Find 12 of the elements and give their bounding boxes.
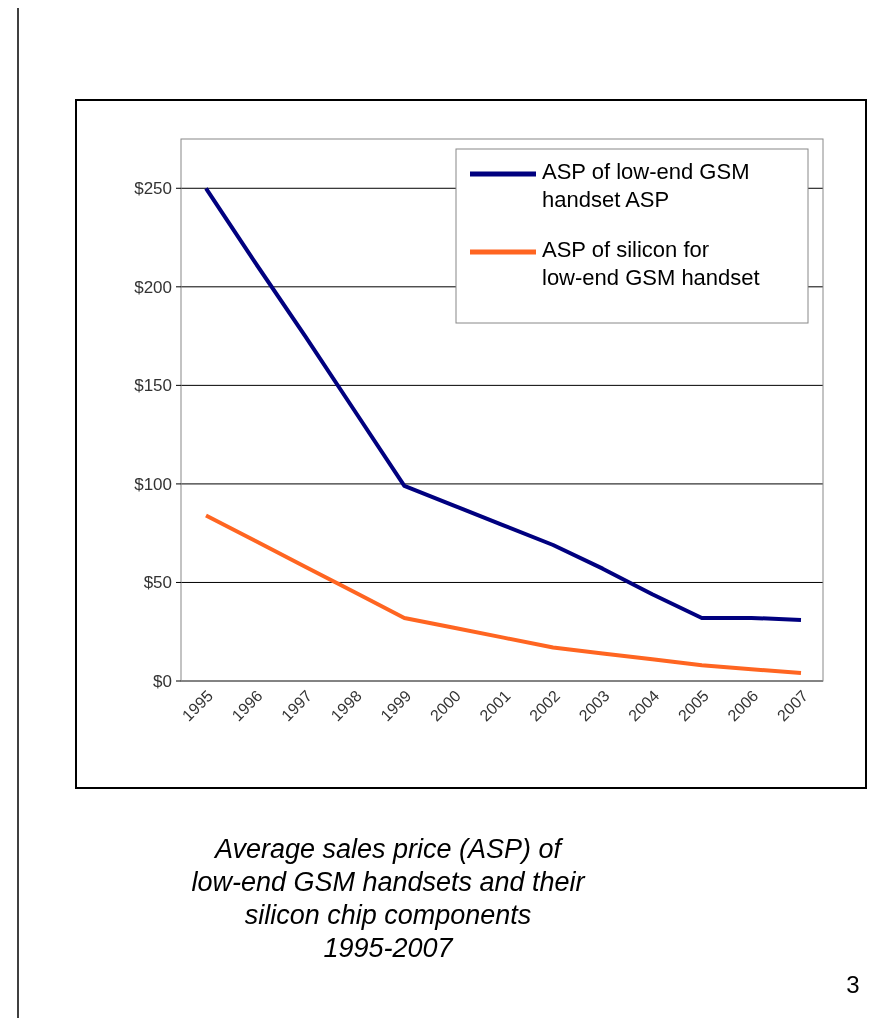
y-tick-label: $0 [153,671,172,691]
text: 3 [846,971,860,998]
y-tick-label: $200 [134,277,172,297]
y-tick-label: $250 [134,179,172,199]
y-tick-label: $100 [134,474,172,494]
legend-label: ASP of silicon for low-end GSM handset [542,237,760,290]
text: Average sales price (ASP) of low-end GSM handsets and their silicon chip components 1995-2007 [191,834,586,963]
y-tick-label: $50 [143,573,172,593]
y-tick-label: $150 [134,376,172,396]
line-series [204,186,803,622]
legend-label: ASP of low-end GSM handset ASP [542,159,750,212]
line-series [204,513,803,676]
